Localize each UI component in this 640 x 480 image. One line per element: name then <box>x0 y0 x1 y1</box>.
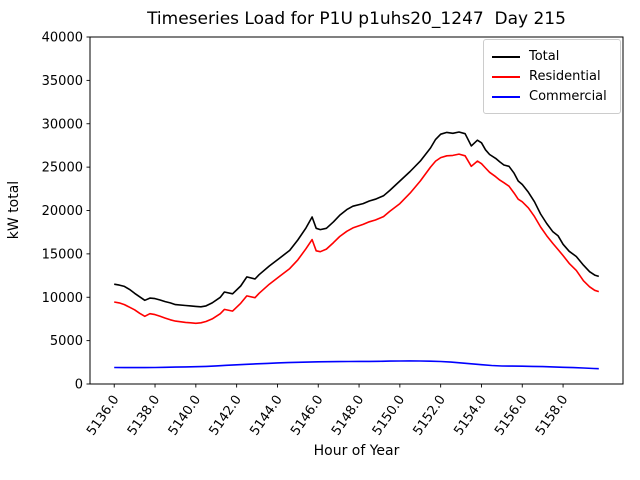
x-tick-label: 5156.0 <box>492 393 530 439</box>
legend-label-residential: Residential <box>529 69 601 84</box>
x-axis-label: Hour of Year <box>313 443 400 459</box>
y-tick-label: 30000 <box>42 117 83 132</box>
legend-item-residential: Residential <box>492 67 612 87</box>
y-tick-label: 15000 <box>42 247 83 262</box>
x-tick-label: 5148.0 <box>329 393 367 439</box>
x-tick-label: 5146.0 <box>288 393 326 439</box>
legend-line-swatch-commercial <box>492 96 520 98</box>
series-line-commercial <box>114 360 599 370</box>
legend-label-total: Total <box>529 49 560 64</box>
y-tick-label: 25000 <box>42 161 83 176</box>
y-axis-label: kW total <box>6 180 22 240</box>
x-tick-label: 5140.0 <box>166 393 204 439</box>
legend-item-commercial: Commercial <box>492 87 612 107</box>
legend: Total Residential Commercial <box>483 39 621 114</box>
y-tick-label: 0 <box>75 378 83 393</box>
x-tick-label: 5138.0 <box>125 393 163 439</box>
x-tick-label: 5152.0 <box>411 393 449 439</box>
y-tick-label: 40000 <box>42 31 83 46</box>
y-tick-label: 5000 <box>50 334 83 349</box>
y-tick-label: 10000 <box>42 291 83 306</box>
series-line-residential <box>114 153 600 325</box>
x-tick-label: 5136.0 <box>84 393 122 439</box>
x-tick-label: 5158.0 <box>533 393 571 439</box>
y-tick-label: 20000 <box>42 204 83 219</box>
y-tick-label: 35000 <box>42 74 83 89</box>
legend-item-total: Total <box>492 47 612 67</box>
x-tick-label: 5154.0 <box>451 393 489 439</box>
chart-title: Timeseries Load for P1U p1uhs20_1247 Day… <box>147 9 566 29</box>
series-line-total <box>114 131 600 308</box>
x-tick-label: 5150.0 <box>370 393 408 439</box>
legend-line-swatch-residential <box>492 76 520 78</box>
legend-line-swatch-total <box>492 56 520 58</box>
legend-label-commercial: Commercial <box>529 89 607 104</box>
axes-frame <box>89 36 624 385</box>
x-tick-label: 5144.0 <box>247 393 285 439</box>
x-tick-label: 5142.0 <box>207 393 245 439</box>
